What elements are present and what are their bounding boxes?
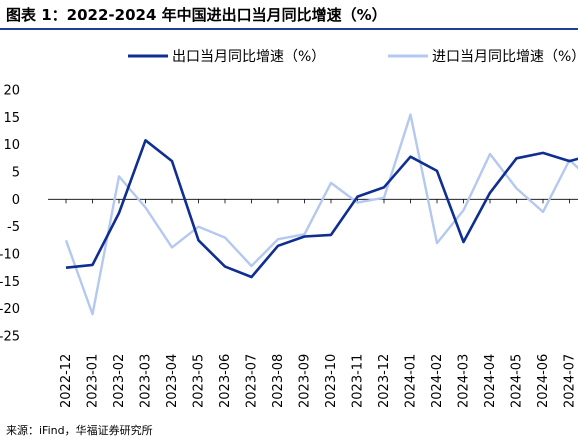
- x-tick-label: 2023-11: [351, 354, 366, 408]
- export-series-line: [65, 139, 578, 279]
- x-tick-label: 2024-04: [483, 354, 498, 408]
- x-tick-label: 2024-07: [563, 354, 578, 408]
- x-tick-label: 2024-01: [404, 354, 419, 408]
- x-tick-label: 2023-06: [218, 354, 233, 408]
- x-tick-label: 2023-01: [86, 354, 101, 408]
- x-tick-label: 2023-09: [298, 354, 313, 408]
- y-tick-label: -5: [7, 220, 20, 235]
- y-tick-label: 5: [12, 166, 20, 181]
- y-tick-label: -10: [0, 248, 20, 263]
- y-tick-label: -25: [0, 330, 20, 345]
- y-tick-label: 20: [3, 84, 20, 99]
- x-tick-label: 2022-12: [59, 354, 74, 408]
- y-tick-label: 0: [12, 193, 20, 208]
- x-tick-label: 2023-03: [139, 354, 154, 408]
- x-tick-label: 2024-05: [510, 354, 525, 408]
- source-note: 来源：iFind，华福证券研究所: [6, 424, 153, 437]
- y-tick-label: -20: [0, 302, 20, 317]
- title-bar: 图表 1：2022-2024 年中国进出口当月同比增速（%）: [0, 0, 578, 30]
- x-tick-label: 2023-12: [377, 354, 392, 408]
- x-tick-label: 2023-04: [165, 354, 180, 408]
- legend-label-import: 进口当月同比增速（%）: [432, 49, 578, 65]
- x-tick-label: 2023-08: [271, 354, 286, 408]
- x-tick-label: 2023-05: [192, 354, 207, 408]
- y-tick-label: -15: [0, 275, 20, 290]
- x-tick-label: 2024-02: [430, 354, 445, 408]
- x-tick-label: 2023-10: [324, 354, 339, 408]
- chart-title: 图表 1：2022-2024 年中国进出口当月同比增速（%）: [6, 6, 387, 24]
- x-tick-label: 2023-07: [245, 354, 260, 408]
- legend-label-export: 出口当月同比增速（%）: [172, 49, 325, 65]
- x-tick-label: 2023-02: [112, 354, 127, 408]
- import-series-line: [64, 113, 578, 316]
- x-tick-label: 2024-06: [536, 354, 551, 408]
- x-tick-label: 2024-03: [457, 354, 472, 408]
- y-tick-label: 10: [3, 138, 20, 153]
- y-tick-label: 15: [3, 111, 20, 126]
